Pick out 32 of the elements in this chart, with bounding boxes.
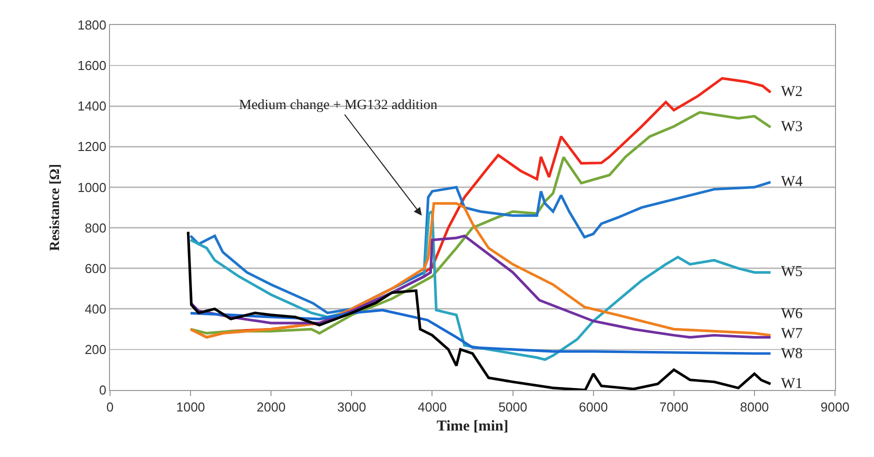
series-label: W7 — [781, 326, 804, 342]
y-tick-label: 1600 — [77, 58, 106, 74]
series-label: W2 — [781, 84, 803, 100]
series-label: W6 — [781, 306, 804, 322]
line-series — [186, 230, 772, 390]
y-tick-label: 1400 — [77, 98, 106, 114]
line-series — [189, 202, 772, 339]
y-tick-label: 800 — [84, 220, 106, 236]
x-tick-label: 7000 — [659, 400, 688, 415]
x-tick-label: 5000 — [498, 400, 528, 415]
x-tick-label: 8000 — [740, 400, 769, 415]
x-tick-label: 3000 — [337, 400, 366, 415]
series-label: W3 — [781, 119, 803, 135]
y-tick-label: 400 — [84, 301, 106, 316]
x-tick-label: 4000 — [418, 400, 447, 415]
y-tick-label: 1200 — [77, 139, 106, 154]
y-tick-label: 200 — [84, 342, 106, 357]
x-tick-label: 1000 — [176, 400, 206, 415]
series-label: W4 — [781, 174, 804, 190]
x-tick-label: 2000 — [256, 400, 286, 415]
x-tick-label: 6000 — [578, 400, 608, 415]
y-tick-label: 0 — [99, 382, 106, 398]
series-label: W5 — [781, 264, 803, 280]
y-tick-label: 1800 — [77, 18, 106, 33]
y-tick-label: 600 — [84, 260, 106, 276]
x-tick-label: 9000 — [820, 400, 850, 415]
y-axis-title: Resistance [Ω] — [48, 164, 64, 252]
series-label: W1 — [781, 376, 803, 392]
y-tick-label: 1000 — [77, 180, 106, 195]
series-label: W8 — [781, 346, 803, 362]
annotation: Medium change + MG132 addition — [239, 98, 438, 113]
x-axis-title: Time [min] — [436, 418, 508, 435]
